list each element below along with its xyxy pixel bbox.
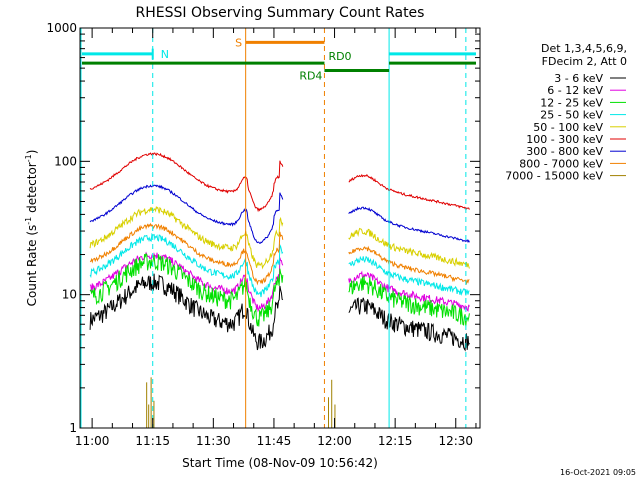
y-axis-label-mid: detector (25, 162, 39, 217)
data-layer: N S RD0 RD4 (80, 28, 476, 428)
axes-layer: 1 10 100 1000 11:00 11:15 11:30 11:45 12:00 12:15… (46, 21, 480, 448)
series-line (89, 252, 284, 327)
y-axis-label-sup2: -1 (24, 154, 33, 162)
y-tick-label: 100 (54, 154, 77, 168)
y-axis-label: Count Rate (s-1 detector-1) (24, 150, 39, 307)
series-line (348, 173, 470, 210)
series-line (348, 245, 470, 286)
series-line (89, 222, 284, 286)
series-line (348, 270, 470, 312)
y-tick-label: 10 (62, 288, 77, 302)
x-tick-label: 12:00 (317, 434, 352, 448)
chart-title: RHESSI Observing Summary Count Rates (136, 5, 425, 21)
timestamp: 16-Oct-2021 09:05 (560, 468, 636, 477)
series-line (89, 251, 284, 313)
legend-label: 50 - 100 keV (533, 121, 603, 134)
x-tick-label: 11:00 (75, 434, 110, 448)
legend-label: 12 - 25 keV (540, 96, 603, 109)
series-line (89, 205, 284, 270)
y-axis-label-sup1: -1 (24, 217, 33, 225)
x-tick-label: 12:15 (378, 434, 413, 448)
legend-label: 25 - 50 keV (540, 109, 603, 122)
y-axis-label-end: ) (25, 150, 39, 155)
y-tick-label: 1000 (46, 21, 77, 35)
x-tick-label: 11:45 (257, 434, 292, 448)
flag-label-s: S (235, 36, 242, 49)
flag-label-rd4: RD4 (299, 70, 322, 83)
legend-label: 800 - 7000 keV (519, 157, 603, 170)
series-line (89, 273, 284, 351)
series-line (89, 184, 284, 244)
x-tick-label: 12:30 (438, 434, 473, 448)
series-line (348, 206, 470, 244)
legend-label: 300 - 800 keV (526, 145, 603, 158)
series-line (89, 152, 284, 213)
x-tick-label: 11:30 (196, 434, 231, 448)
plot-frame (79, 27, 481, 429)
x-tick-label: 11:15 (135, 434, 170, 448)
legend-label: 3 - 6 keV (554, 72, 603, 85)
series-line (89, 232, 284, 298)
series-line (348, 227, 470, 269)
legend-header-line-2: FDecim 2, Att 0 (542, 55, 627, 68)
y-tick-label: 1 (69, 421, 77, 435)
legend-label: 6 - 12 keV (547, 84, 603, 97)
x-axis-label: Start Time (08-Nov-09 10:56:42) (182, 456, 378, 470)
y-axis-label-main: Count Rate (s (25, 225, 39, 307)
series-line (348, 297, 470, 352)
legend-header-line-1: Det 1,3,4,5,6,9, (541, 42, 627, 55)
series-line (348, 275, 470, 327)
flag-label-n: N (161, 48, 169, 61)
legend-label: 7000 - 15000 keV (505, 170, 603, 183)
flag-label-rd0: RD0 (328, 50, 351, 63)
legend-label: 100 - 300 keV (526, 133, 603, 146)
series-line (348, 255, 470, 297)
